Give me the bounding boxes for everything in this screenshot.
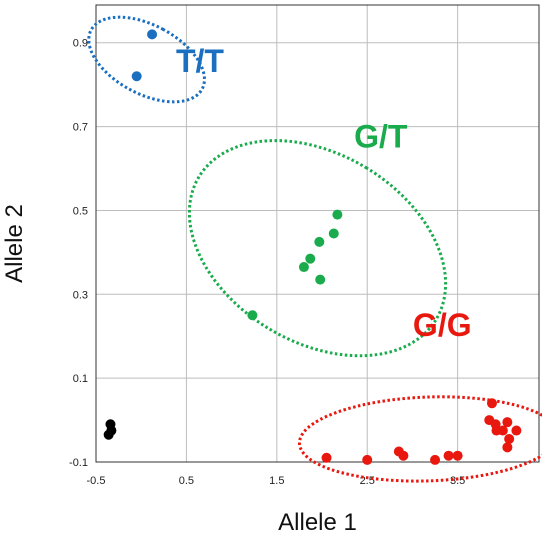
data-point (314, 236, 325, 247)
data-point (362, 454, 373, 465)
cluster-ellipse (297, 395, 542, 483)
plot-frame (95, 4, 540, 463)
x-tick-label: -0.5 (87, 475, 106, 487)
y-tick-label: 0.9 (73, 38, 88, 50)
y-tick-label: 0.7 (73, 122, 88, 134)
x-axis-label: Allele 1 (278, 509, 357, 535)
data-point (511, 425, 522, 436)
data-point (486, 398, 497, 409)
y-tick-label: -0.1 (69, 457, 88, 469)
data-point (430, 454, 441, 465)
y-tick-label: 0.3 (73, 289, 88, 301)
x-tick-label: 1.5 (269, 475, 284, 487)
y-axis-label: Allele 2 (1, 204, 28, 283)
data-point (332, 209, 343, 220)
data-point (504, 433, 515, 444)
data-point (305, 253, 316, 264)
data-point (497, 425, 508, 436)
x-tick-label: 3.5 (450, 475, 465, 487)
grid-lines (95, 5, 539, 463)
data-point (147, 29, 158, 40)
cluster-ellipse (87, 15, 206, 104)
cluster-ellipses (87, 15, 542, 483)
data-points (103, 29, 522, 465)
x-tick-label: 0.5 (179, 475, 194, 487)
data-point (298, 262, 309, 273)
cluster-label: T/T (176, 43, 224, 79)
data-point (502, 417, 513, 428)
data-point (328, 228, 339, 239)
data-point (452, 450, 463, 461)
cluster-label: G/T (354, 119, 408, 155)
data-point (321, 452, 332, 463)
data-point (398, 450, 409, 461)
data-point (247, 310, 258, 321)
data-point (131, 71, 142, 82)
data-point (105, 419, 116, 430)
cluster-labels: T/T G/T G/G (176, 43, 472, 343)
data-point (443, 450, 454, 461)
y-tick-label: 0.5 (73, 205, 88, 217)
data-point (103, 429, 114, 440)
y-tick-label: 0.1 (73, 373, 88, 385)
data-point (315, 274, 326, 285)
tick-labels: -0.5 0.5 1.5 2.5 3.5-0.10.10.30.50.70.9 (69, 38, 465, 487)
data-point (502, 442, 513, 453)
cluster-ellipse (187, 139, 448, 358)
cluster-label: G/G (413, 307, 472, 343)
